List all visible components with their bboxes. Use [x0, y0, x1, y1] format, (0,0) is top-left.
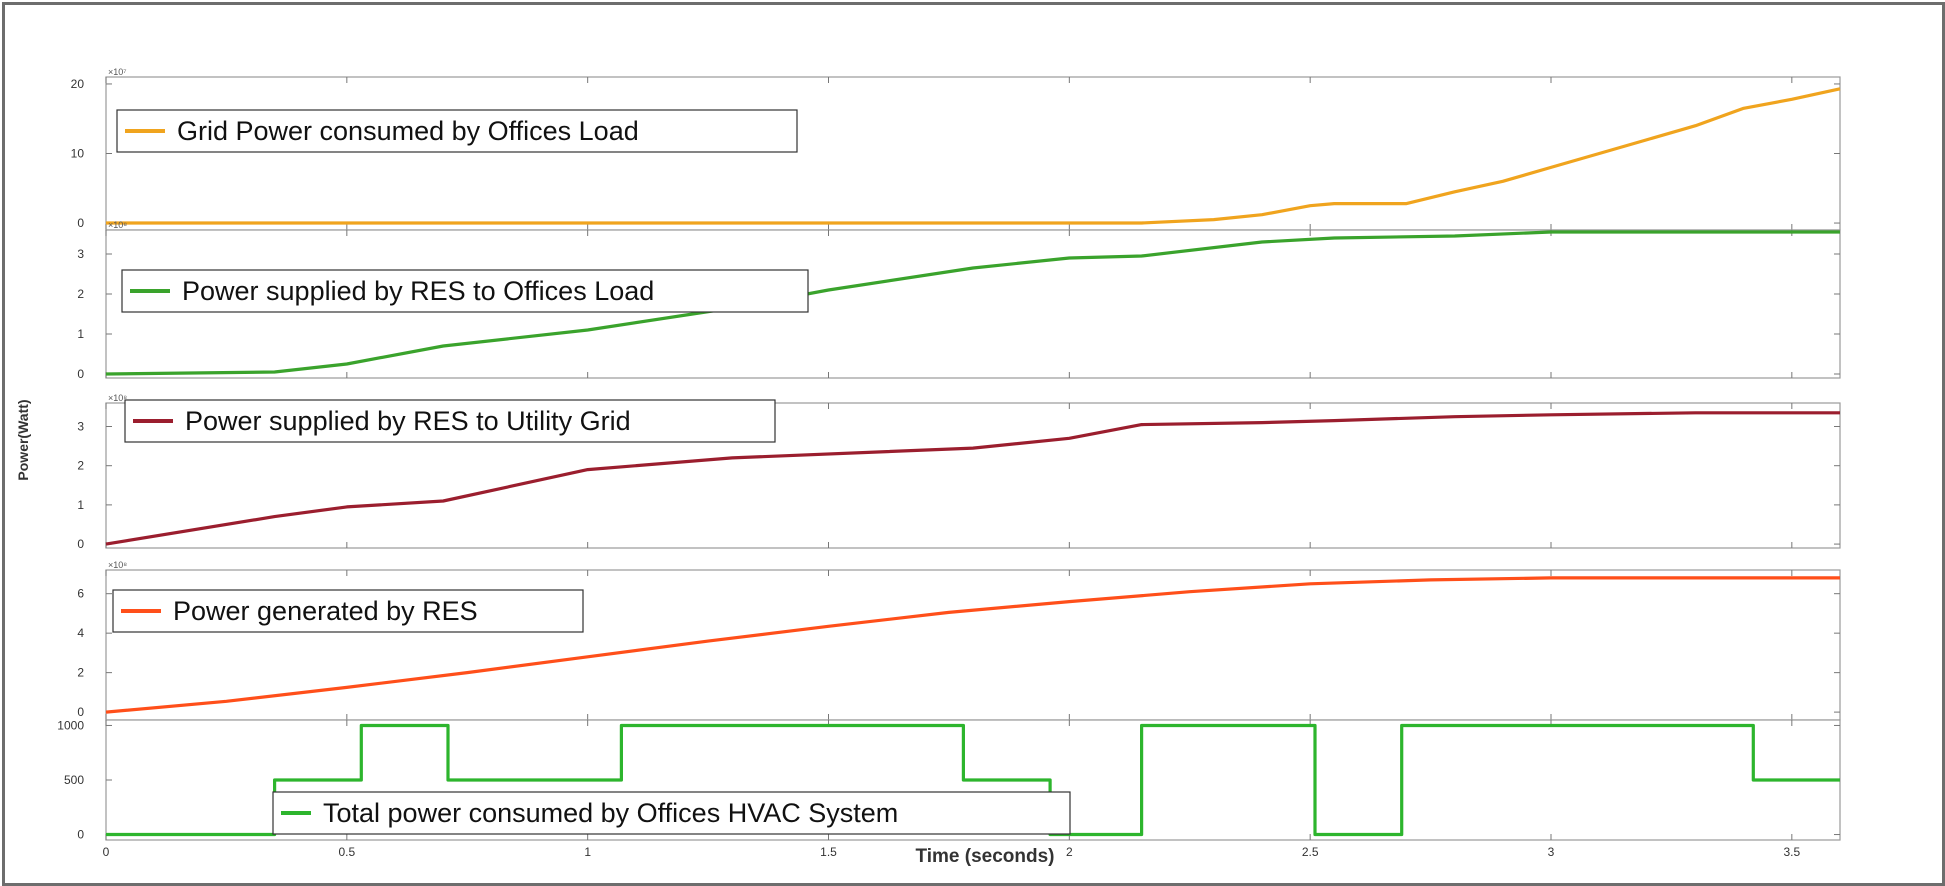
y-tick-label: 2 [77, 459, 84, 473]
axis-exponent: ×10⁸ [108, 393, 127, 403]
y-tick-label: 6 [77, 587, 84, 601]
y-axis-label: Power(Watt) [15, 399, 31, 480]
y-tick-label: 2 [77, 666, 84, 680]
x-tick-label: 3.5 [1783, 845, 1800, 859]
panel-5: 0 500 1000 Total power consumed by Offices … [57, 718, 1841, 842]
legend: Power supplied by RES to Offices Load [121, 269, 809, 313]
y-tick-label: 0 [77, 537, 84, 551]
panel-4: ×10⁸ 0 2 4 6 Power generated by RES [77, 560, 1841, 721]
x-tick-label: 2.5 [1302, 845, 1319, 859]
x-tick-label: 0.5 [338, 845, 355, 859]
x-tick-label: 2 [1066, 845, 1073, 859]
y-tick-label: 0 [77, 828, 84, 842]
axis-exponent: ×10⁸ [108, 560, 127, 570]
legend-label: Power generated by RES [173, 596, 478, 626]
legend-box [121, 269, 809, 313]
legend-box [124, 399, 776, 443]
y-tick-label: 20 [71, 77, 85, 91]
y-tick-label: 0 [77, 367, 84, 381]
y-tick-label: 1 [77, 327, 84, 341]
legend-box [116, 109, 798, 153]
y-tick-label: 3 [77, 247, 84, 261]
legend-label: Total power consumed by Offices HVAC Sys… [323, 798, 898, 828]
legend-box [112, 589, 584, 633]
y-tick-label: 2 [77, 287, 84, 301]
legend: Power supplied by RES to Utility Grid [124, 399, 776, 443]
y-tick-label: 4 [77, 626, 84, 640]
series-line-2 [105, 230, 1840, 376]
legend-label: Power supplied by RES to Utility Grid [185, 406, 631, 436]
y-tick-label: 10 [71, 147, 85, 161]
axis-exponent: ×10⁸ [108, 220, 127, 230]
panel-3: ×10⁸ 0 1 2 3 Power supplied by RES to Utility… [77, 393, 1841, 551]
y-tick-label: 0 [77, 216, 84, 230]
panel-2: ×10⁸ 0 1 2 3 Power supplied by RES to Offices… [77, 220, 1841, 381]
legend-label: Grid Power consumed by Offices Load [177, 116, 639, 146]
legend-box [272, 791, 1071, 835]
y-tick-label: 0 [77, 705, 84, 719]
x-axis-label: Time (seconds) [915, 846, 1054, 867]
y-tick-label: 500 [64, 773, 84, 787]
x-axis: 0 0.5 1 1.5 2 2.5 3 3.5 [103, 845, 1801, 859]
legend: Grid Power consumed by Offices Load [116, 109, 798, 153]
legend: Total power consumed by Offices HVAC Sys… [272, 791, 1071, 835]
panel-1: ×10⁷ 0 10 20 Grid Power consumed by Offices … [71, 67, 1841, 231]
y-tick-label: 3 [77, 420, 84, 434]
x-tick-label: 1.5 [820, 845, 837, 859]
y-tick-label: 1 [77, 498, 84, 512]
x-tick-label: 1 [584, 845, 591, 859]
legend-label: Power supplied by RES to Offices Load [182, 276, 654, 306]
y-tick-label: 1000 [57, 718, 84, 732]
panel-axes-box [105, 76, 1841, 231]
x-tick-label: 0 [103, 845, 110, 859]
legend: Power generated by RES [112, 589, 584, 633]
axis-exponent: ×10⁷ [108, 67, 127, 77]
x-tick-label: 3 [1548, 845, 1555, 859]
series-line-5 [106, 723, 1840, 837]
